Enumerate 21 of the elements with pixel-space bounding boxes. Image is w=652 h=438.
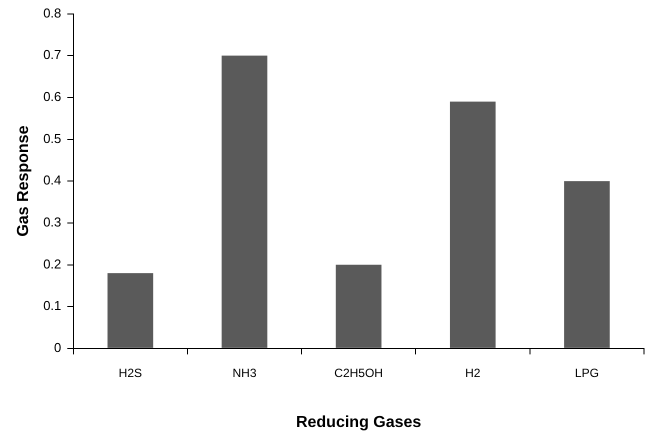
bar xyxy=(336,264,382,348)
x-tick-label: H2S xyxy=(118,366,142,380)
bar xyxy=(222,56,268,348)
bar xyxy=(450,102,496,348)
y-tick-label: 0 xyxy=(54,340,62,355)
bar xyxy=(564,181,610,348)
bar xyxy=(108,273,154,348)
y-tick-label: 0.3 xyxy=(43,214,62,230)
y-axis-title: Gas Response xyxy=(15,125,32,237)
x-tick-label: NH3 xyxy=(232,366,257,380)
y-tick-label: 0.5 xyxy=(43,130,62,146)
y-tick-label: 0.6 xyxy=(43,89,62,104)
x-axis-title: Reducing Gases xyxy=(296,414,422,431)
y-tick-label: 0.8 xyxy=(43,5,62,20)
y-tick-label: 0.7 xyxy=(43,47,62,62)
x-tick-label: H2 xyxy=(465,366,481,380)
y-tick-label: 0.2 xyxy=(43,256,62,272)
x-tick-label: C2H5OH xyxy=(334,366,383,380)
y-tick-label: 0.1 xyxy=(43,298,62,314)
y-tick-label: 0.4 xyxy=(43,172,62,188)
x-tick-label: LPG xyxy=(574,366,599,380)
